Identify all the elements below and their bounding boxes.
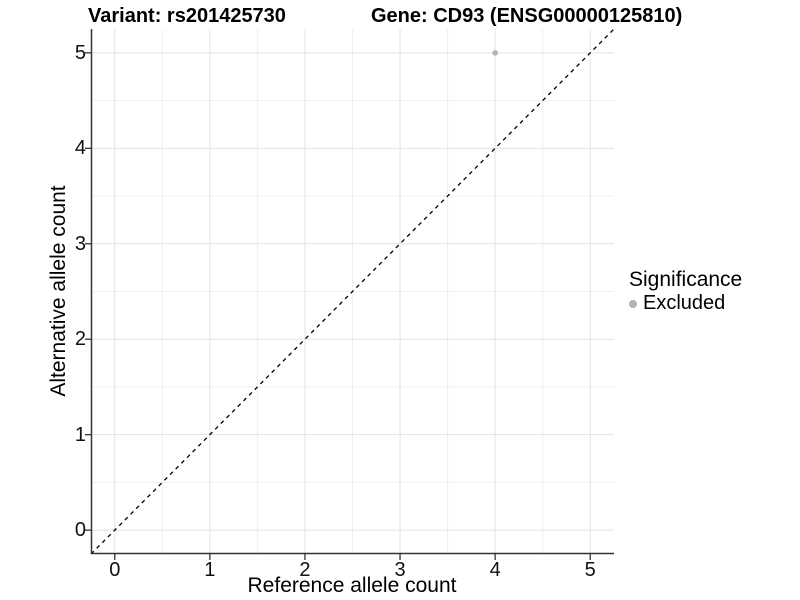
- y-tick-label: 1: [74, 423, 86, 446]
- x-tick-label: 5: [584, 559, 596, 581]
- legend-point-icon: [629, 299, 637, 308]
- legend-title: Significance: [629, 268, 743, 291]
- y-tick-label: 3: [74, 232, 86, 255]
- y-tick-label: 4: [74, 137, 86, 160]
- x-tick-label: 2: [299, 559, 311, 581]
- plot-canvas: [85, 28, 615, 560]
- x-tick-label: 3: [394, 559, 406, 581]
- legend: Significance Excluded: [629, 268, 742, 315]
- legend-items: Excluded: [629, 292, 742, 315]
- x-axis-label: Reference allele count: [247, 574, 457, 597]
- legend-item: Excluded: [629, 292, 742, 315]
- y-tick-label: 2: [74, 328, 86, 351]
- y-tick-label: 0: [74, 519, 86, 542]
- legend-item-label: Excluded: [643, 292, 726, 314]
- x-tick-label: 4: [489, 559, 501, 581]
- data-point-excluded: [492, 50, 498, 56]
- y-tick-label: 5: [74, 41, 86, 64]
- x-tick-label: 0: [109, 559, 121, 581]
- plot-panel: [85, 28, 615, 560]
- identity-reference-line: [90, 28, 615, 555]
- plot-title-variant: Variant: rs201425730: [88, 5, 286, 27]
- x-tick-label: 1: [204, 559, 216, 581]
- y-axis-label: Alternative allele count: [47, 185, 70, 397]
- plot-title-gene: Gene: CD93 (ENSG00000125810): [371, 5, 683, 27]
